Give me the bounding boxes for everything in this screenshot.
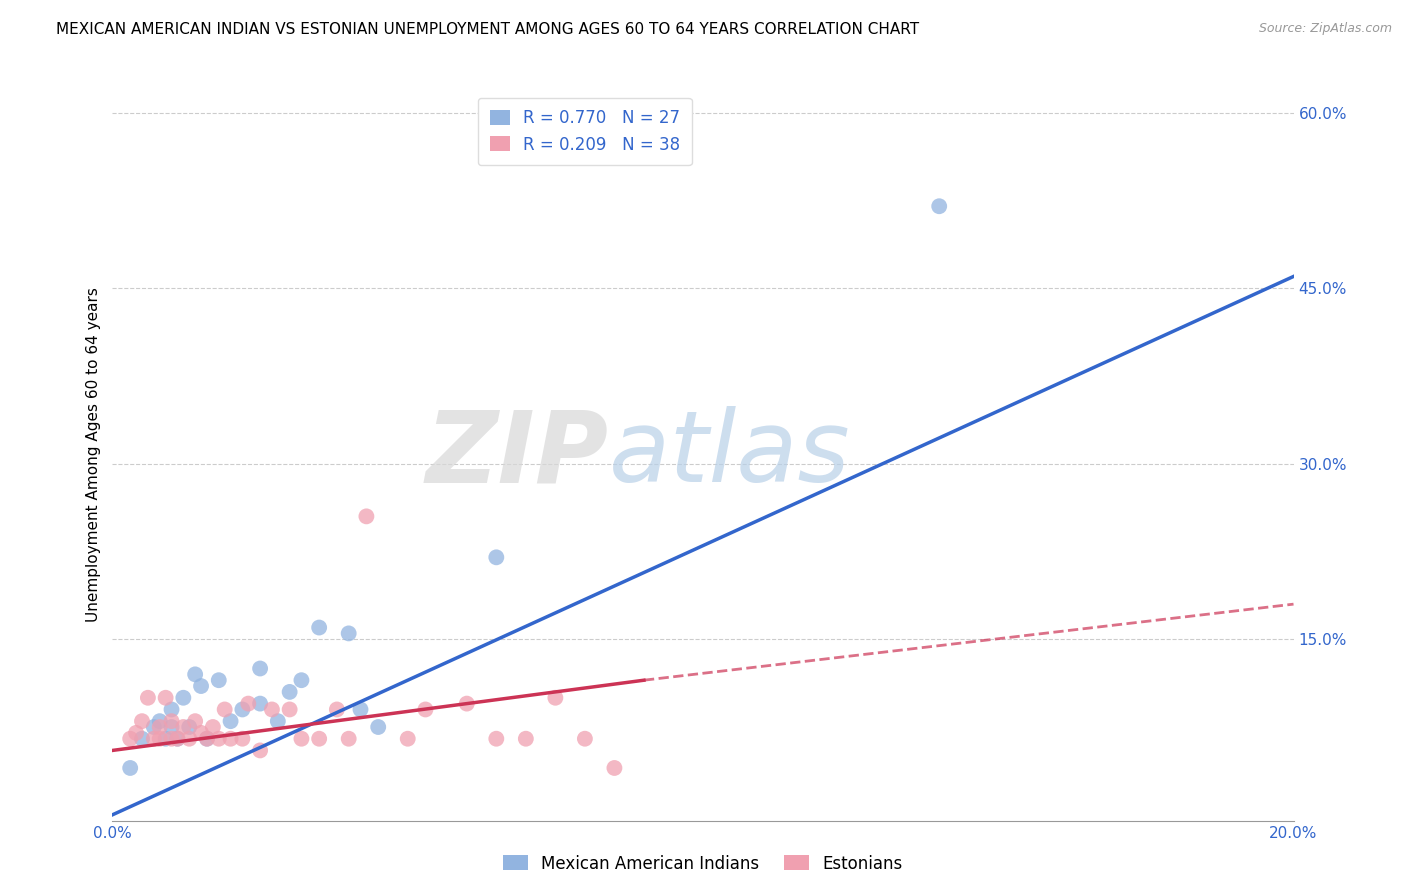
Point (201, 720, 224, 734)
Point (349, 702, 371, 716)
Point (219, 714, 242, 728)
Y-axis label: Unemployment Among Ages 60 to 64 years: Unemployment Among Ages 60 to 64 years (86, 287, 101, 623)
Point (415, 702, 437, 716)
Point (249, 743, 271, 757)
Point (249, 697, 271, 711)
Point (574, 731, 596, 746)
Point (155, 690, 177, 705)
Point (190, 726, 212, 740)
Point (166, 731, 188, 746)
Point (120, 731, 142, 746)
Point (190, 679, 212, 693)
Point (160, 720, 183, 734)
Point (278, 702, 301, 716)
Point (308, 621, 330, 635)
Point (231, 731, 253, 746)
Point (208, 673, 231, 688)
Point (249, 661, 271, 675)
Legend: Mexican American Indians, Estonians: Mexican American Indians, Estonians (496, 848, 910, 880)
Text: ZIP: ZIP (426, 407, 609, 503)
Point (278, 685, 301, 699)
Point (142, 720, 165, 734)
Point (603, 761, 626, 775)
Point (149, 720, 172, 734)
Point (308, 731, 330, 746)
Point (219, 731, 242, 746)
Point (160, 702, 183, 716)
Point (485, 550, 508, 565)
Point (515, 731, 537, 746)
Point (326, 702, 349, 716)
Point (214, 702, 236, 716)
Point (260, 702, 283, 716)
Point (195, 731, 218, 746)
Point (267, 714, 290, 728)
Point (155, 731, 177, 746)
Text: Source: ZipAtlas.com: Source: ZipAtlas.com (1258, 22, 1392, 36)
Point (337, 626, 360, 640)
Point (195, 731, 218, 746)
Point (179, 731, 201, 746)
Point (179, 720, 201, 734)
Text: atlas: atlas (609, 407, 851, 503)
Point (166, 731, 188, 746)
Point (928, 199, 950, 213)
Point (396, 731, 419, 746)
Point (356, 509, 378, 524)
Point (131, 731, 153, 746)
Point (544, 690, 567, 705)
Point (125, 726, 148, 740)
Point (149, 714, 172, 728)
Point (120, 761, 142, 775)
Point (208, 731, 231, 746)
Point (485, 731, 508, 746)
Point (142, 731, 165, 746)
Point (290, 673, 312, 688)
Text: MEXICAN AMERICAN INDIAN VS ESTONIAN UNEMPLOYMENT AMONG AGES 60 TO 64 YEARS CORRE: MEXICAN AMERICAN INDIAN VS ESTONIAN UNEM… (56, 22, 920, 37)
Legend: R = 0.770   N = 27, R = 0.209   N = 38: R = 0.770 N = 27, R = 0.209 N = 38 (478, 97, 692, 165)
Point (456, 697, 478, 711)
Point (160, 714, 183, 728)
Point (290, 731, 312, 746)
Point (231, 702, 253, 716)
Point (337, 731, 360, 746)
Point (149, 731, 172, 746)
Point (131, 714, 153, 728)
Point (184, 714, 207, 728)
Point (238, 697, 260, 711)
Point (160, 731, 183, 746)
Point (136, 690, 159, 705)
Point (184, 667, 207, 681)
Point (172, 690, 194, 705)
Point (172, 720, 194, 734)
Point (367, 720, 389, 734)
